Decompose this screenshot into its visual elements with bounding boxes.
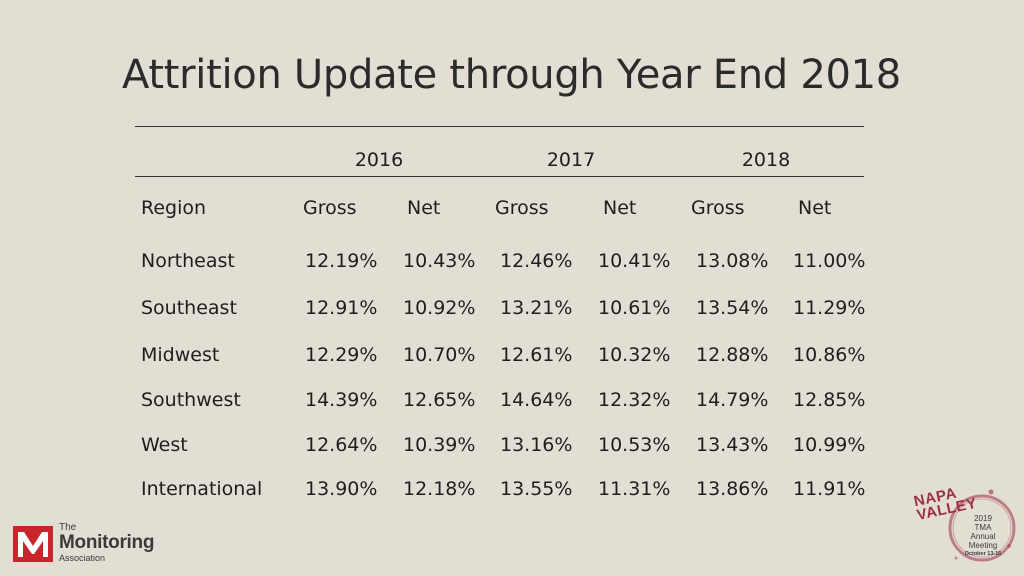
table-cell: 13.55% — [500, 478, 573, 500]
year-2017: 2017 — [546, 149, 596, 171]
table-cell: 13.54% — [696, 297, 769, 319]
region-label: Southeast — [141, 297, 237, 319]
table-cell: 12.19% — [305, 250, 378, 272]
logo-the: The — [59, 522, 77, 533]
table-cell: 10.32% — [598, 344, 671, 366]
meeting-badge-text: 2019 TMA Annual Meeting October 13-16 — [958, 514, 1008, 558]
table-cell: 10.43% — [403, 250, 476, 272]
region-label: Northeast — [141, 250, 235, 272]
header-net-2016: Net — [407, 197, 441, 219]
header-net-2017: Net — [603, 197, 637, 219]
table-cell: 12.29% — [305, 344, 378, 366]
badge-annual: Annual — [970, 532, 996, 541]
table-cell: 12.91% — [305, 297, 378, 319]
wine-stain-badge-icon — [948, 489, 1016, 562]
year-2016: 2016 — [354, 149, 404, 171]
table-cell: 10.53% — [598, 434, 671, 456]
table-cell: 12.88% — [696, 344, 769, 366]
header-region: Region — [141, 197, 207, 219]
table-cell: 10.41% — [598, 250, 671, 272]
region-label: International — [141, 478, 263, 500]
header-gross-2017: Gross — [495, 197, 549, 219]
table-cell: 12.65% — [403, 389, 476, 411]
badge-meeting: Meeting — [968, 541, 998, 550]
logo-m-icon — [13, 526, 53, 562]
header-net-2018: Net — [798, 197, 832, 219]
page-title: Attrition Update through Year End 2018 — [122, 52, 901, 98]
table-cell: 13.86% — [696, 478, 769, 500]
top-divider — [135, 126, 864, 127]
table-cell: 10.99% — [793, 434, 866, 456]
logo-association: Association — [59, 553, 106, 563]
monitoring-association-logo: The Monitoring Association — [13, 522, 163, 564]
badge-year: 2019 — [974, 514, 992, 523]
table-cell: 14.79% — [696, 389, 769, 411]
table-cell: 13.21% — [500, 297, 573, 319]
table-cell: 11.31% — [598, 478, 671, 500]
table-cell: 13.16% — [500, 434, 573, 456]
table-cell: 10.86% — [793, 344, 866, 366]
table-cell: 12.61% — [500, 344, 573, 366]
logo-monitoring: Monitoring — [59, 532, 155, 553]
table-cell: 11.00% — [793, 250, 866, 272]
badge-tma: TMA — [974, 523, 992, 532]
region-label: Midwest — [141, 344, 220, 366]
table-cell: 12.46% — [500, 250, 573, 272]
table-cell: 10.92% — [403, 297, 476, 319]
header-divider — [135, 176, 864, 177]
table-cell: 12.85% — [793, 389, 866, 411]
table-cell: 13.43% — [696, 434, 769, 456]
table-cell: 11.29% — [793, 297, 866, 319]
table-cell: 12.32% — [598, 389, 671, 411]
table-cell: 13.08% — [696, 250, 769, 272]
table-cell: 14.64% — [500, 389, 573, 411]
badge-dates: October 13-16 — [964, 551, 1002, 557]
table-cell: 12.18% — [403, 478, 476, 500]
table-cell: 10.61% — [598, 297, 671, 319]
table-cell: 12.64% — [305, 434, 378, 456]
table-cell: 10.39% — [403, 434, 476, 456]
region-label: Southwest — [141, 389, 241, 411]
header-gross-2016: Gross — [303, 197, 357, 219]
table-cell: 10.70% — [403, 344, 476, 366]
table-cell: 11.91% — [793, 478, 866, 500]
year-2018: 2018 — [741, 149, 791, 171]
region-label: West — [141, 434, 188, 456]
table-cell: 14.39% — [305, 389, 378, 411]
table-cell: 13.90% — [305, 478, 378, 500]
header-gross-2018: Gross — [691, 197, 745, 219]
